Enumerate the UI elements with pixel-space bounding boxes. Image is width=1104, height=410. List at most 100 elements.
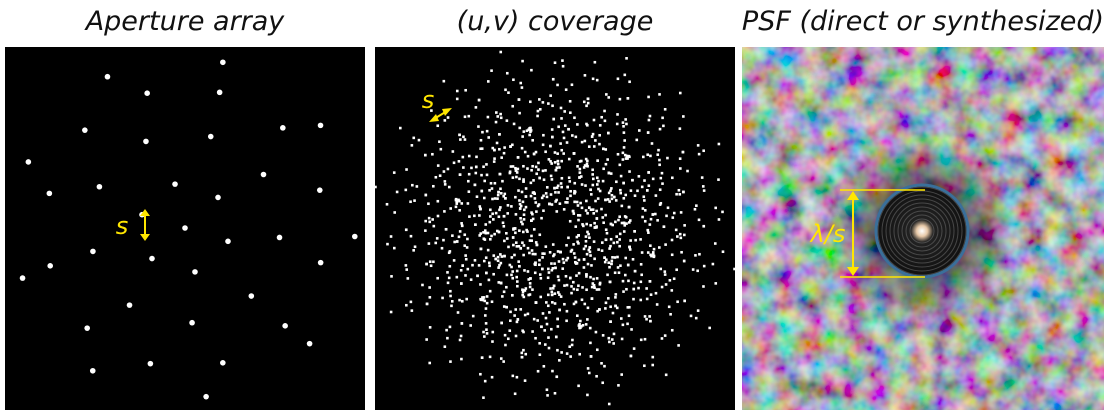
uv-sample [658, 159, 661, 162]
uv-sample [506, 212, 509, 215]
uv-sample [554, 292, 557, 295]
uv-sample [462, 166, 465, 169]
uv-sample [551, 301, 554, 304]
uv-sample [490, 182, 493, 185]
uv-sample [547, 276, 550, 279]
uv-sample [479, 298, 482, 301]
uv-sample [586, 231, 589, 234]
uv-sample [528, 252, 531, 255]
uv-sample [566, 197, 569, 200]
uv-sample [545, 192, 548, 195]
uv-sample [522, 180, 525, 183]
uv-sample [553, 262, 556, 265]
uv-sample [539, 296, 542, 299]
uv-sample [554, 151, 557, 154]
uv-sample [651, 356, 654, 359]
uv-sample [386, 203, 389, 206]
aperture [144, 90, 150, 96]
uv-sample [586, 253, 589, 256]
uv-sample [654, 213, 657, 216]
uv-sample [511, 143, 514, 146]
uv-sample [424, 220, 427, 223]
uv-sample [502, 221, 505, 224]
uv-sample [459, 173, 462, 176]
uv-sample [538, 263, 541, 266]
uv-sample [586, 160, 589, 163]
uv-sample [485, 328, 488, 331]
uv-sample [565, 259, 568, 262]
uv-sample [462, 156, 465, 159]
uv-sample [690, 315, 693, 318]
aperture [220, 360, 226, 366]
uv-sample [571, 344, 574, 347]
uv-sample [558, 309, 561, 312]
uv-sample [536, 115, 539, 118]
uv-sample [551, 269, 554, 272]
uv-sample [456, 90, 459, 93]
uv-sample [624, 257, 627, 260]
uv-sample [551, 291, 554, 294]
uv-sample [483, 335, 486, 338]
uv-sample [447, 116, 450, 119]
uv-sample [409, 200, 412, 203]
uv-sample [548, 203, 551, 206]
uv-sample [617, 219, 620, 222]
uv-sample [510, 205, 513, 208]
uv-sample [671, 239, 674, 242]
uv-sample [562, 65, 565, 68]
uv-sample [620, 373, 623, 376]
uv-sample [564, 201, 567, 204]
uv-sample [718, 218, 721, 221]
uv-sample [608, 247, 611, 250]
uv-sample [511, 294, 514, 297]
uv-sample [592, 178, 595, 181]
uv-sample [497, 266, 500, 269]
uv-sample [495, 212, 498, 215]
uv-sample [628, 80, 631, 83]
uv-sample [679, 92, 682, 95]
uv-sample [512, 78, 515, 81]
uv-sample [440, 148, 443, 151]
uv-sample [534, 337, 537, 340]
uv-sample [655, 292, 658, 295]
uv-sample [585, 105, 588, 108]
uv-sample [444, 180, 447, 183]
aperture [172, 181, 178, 187]
uv-sample [675, 268, 678, 271]
uv-sample [670, 289, 673, 292]
uv-sample [516, 376, 519, 379]
uv-sample [498, 133, 501, 136]
uv-sample [500, 282, 503, 285]
uv-sample [618, 238, 621, 241]
uv-sample [482, 165, 485, 168]
uv-sample [618, 271, 621, 274]
uv-sample [549, 145, 552, 148]
uv-sample [522, 349, 525, 352]
uv-sample [659, 188, 662, 191]
uv-sample [464, 89, 467, 92]
uv-sample [503, 225, 506, 228]
uv-sample [579, 171, 582, 174]
uv-sample [467, 180, 470, 183]
uv-sample [445, 329, 448, 332]
uv-sample [499, 253, 502, 256]
uv-sample [644, 338, 647, 341]
uv-sample [514, 167, 517, 170]
uv-sample [461, 264, 464, 267]
uv-sample [537, 162, 540, 165]
uv-sample [492, 254, 495, 257]
uv-sample [449, 326, 452, 329]
uv-sample [619, 189, 622, 192]
uv-sample [642, 156, 645, 159]
uv-sample [683, 234, 686, 237]
uv-sample [551, 104, 554, 107]
uv-sample [626, 323, 629, 326]
uv-sample [611, 338, 614, 341]
uv-sample [600, 116, 603, 119]
uv-sample [576, 314, 579, 317]
uv-sample [522, 165, 525, 168]
uv-sample [632, 258, 635, 261]
uv-sample [610, 187, 613, 190]
uv-sample [448, 186, 451, 189]
uv-sample [683, 260, 686, 263]
